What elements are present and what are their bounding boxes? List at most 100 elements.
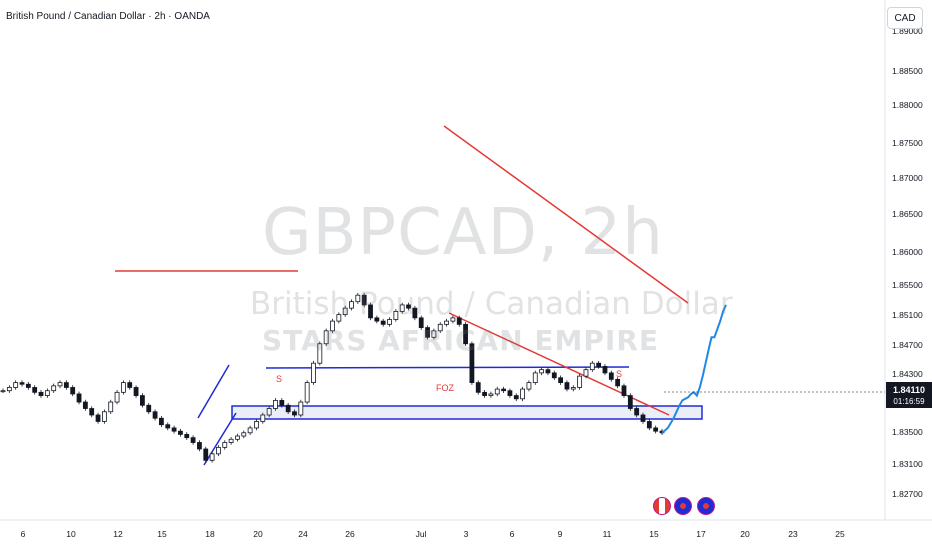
candle-body (482, 391, 487, 396)
candle-body (76, 393, 82, 403)
time-axis[interactable]: 6 10 12 15 18 20 24 26 Jul 3 6 9 11 15 17 20 23 25 (21, 529, 845, 539)
candle-body (412, 307, 418, 319)
candle-body (615, 378, 621, 387)
zone-label: FOZ (436, 383, 454, 393)
candle-body (298, 401, 304, 416)
time-tick-label: 10 (66, 529, 76, 539)
candle-body (646, 421, 652, 429)
time-tick-label: 6 (21, 529, 26, 539)
uk-flag-icon-2[interactable] (697, 497, 715, 515)
candle-body (431, 330, 437, 338)
time-tick-label: 17 (696, 529, 706, 539)
time-tick-label: 11 (603, 529, 612, 539)
candle-body (44, 390, 50, 396)
candle-body (184, 434, 190, 439)
candle-body (178, 430, 183, 435)
support-line[interactable] (265, 366, 630, 369)
candle-body (279, 400, 285, 406)
candle-body (450, 317, 456, 322)
candle-body (330, 320, 335, 332)
candle-body (171, 427, 177, 432)
price-tick-label: 1.87000 (892, 173, 923, 183)
currency-selector[interactable]: CAD (887, 7, 923, 29)
candle-body (222, 442, 228, 448)
candle-body (209, 453, 215, 461)
candle-body (444, 320, 449, 325)
candle-body (475, 382, 481, 393)
candle-body (285, 404, 291, 413)
candle-body (323, 330, 329, 345)
time-tick-label: 15 (649, 529, 659, 539)
candle-body (634, 408, 640, 416)
candle-body (304, 382, 310, 403)
candle-body (368, 304, 373, 319)
candle-body (437, 323, 443, 332)
candle-body (0, 390, 6, 393)
wedge-upper-trendline[interactable] (443, 125, 689, 304)
time-tick-label: 9 (558, 529, 563, 539)
price-tick-label: 1.86000 (892, 247, 923, 257)
price-tick-label: 1.83100 (892, 459, 923, 469)
candle-body (342, 307, 348, 316)
candle-body (216, 446, 221, 455)
candle-body (273, 400, 278, 409)
candle-body (507, 390, 513, 396)
candle-body (456, 317, 462, 325)
candle-body (418, 317, 424, 328)
channel-lower-line[interactable] (203, 412, 237, 466)
price-tick-label: 1.89000 (892, 26, 923, 36)
candle-body (336, 314, 342, 322)
candle-body (101, 411, 107, 422)
candle-body (640, 414, 646, 422)
chart-title: British Pound / Canadian Dollar · 2h · O… (6, 11, 210, 22)
candle-body (165, 424, 171, 429)
candle-body (545, 369, 551, 374)
candle-body (602, 366, 608, 374)
candle-body (526, 382, 532, 390)
watermark-name: British Pound / Canadian Dollar (250, 286, 733, 322)
candle-body (95, 414, 101, 422)
candle-body (621, 385, 627, 396)
time-tick-label: 18 (205, 529, 215, 539)
candle-body (520, 388, 525, 400)
candle-body (133, 387, 139, 396)
price-tick-label: 1.85500 (892, 280, 923, 290)
candle-body (57, 382, 63, 387)
channel-upper-line[interactable] (197, 364, 230, 419)
price-axis[interactable]: 1.89000 1.88500 1.88000 1.87500 1.87000 1.865… (892, 26, 923, 499)
candle-body (596, 362, 602, 367)
price-candles (0, 292, 665, 463)
time-tick-label: 15 (157, 529, 167, 539)
candle-body (254, 421, 259, 429)
time-tick-label: 20 (740, 529, 750, 539)
candle-body (190, 437, 196, 443)
canada-flag-icon[interactable] (653, 497, 671, 515)
time-tick-label: 12 (113, 529, 123, 539)
candle-body (653, 427, 659, 432)
price-tick-label: 1.84700 (892, 340, 923, 350)
demand-zone[interactable] (231, 405, 703, 420)
support-label-left: S (276, 374, 283, 384)
candle-body (82, 401, 88, 409)
price-tick-label: 1.85100 (892, 310, 923, 320)
uk-flag-icon[interactable] (674, 497, 692, 515)
candle-body (513, 395, 519, 400)
time-tick-label: 20 (253, 529, 263, 539)
candle-body (425, 327, 430, 338)
candle-body (25, 383, 31, 388)
candle-body (114, 391, 120, 403)
candle-body (311, 362, 316, 384)
price-tick-label: 1.88500 (892, 66, 923, 76)
candle-body (469, 343, 475, 384)
candle-body (583, 369, 589, 377)
candle-body (203, 448, 209, 461)
candle-body (577, 375, 583, 388)
candle-body (266, 408, 272, 416)
candle-body (292, 411, 297, 416)
candle-body (558, 377, 564, 384)
price-tick-label: 1.88000 (892, 100, 923, 110)
candle-body (228, 438, 234, 443)
candle-body (38, 391, 44, 396)
time-tick-label: Jul (416, 529, 427, 539)
